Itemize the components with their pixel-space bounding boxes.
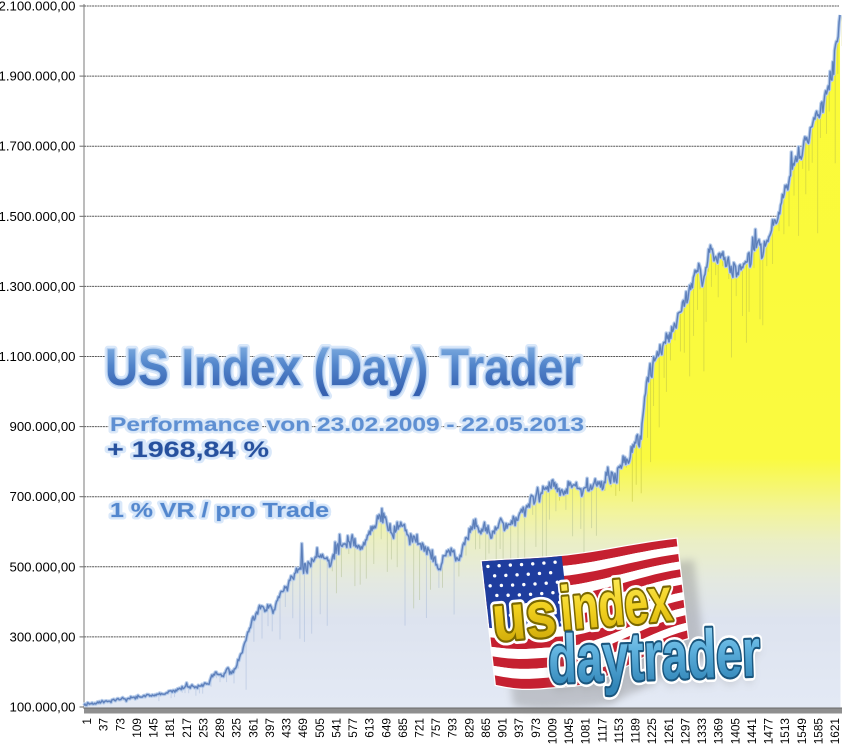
svg-text:us: us — [489, 578, 559, 655]
svg-text:1189: 1189 — [629, 718, 643, 743]
svg-text:325: 325 — [230, 718, 244, 738]
svg-text:577: 577 — [346, 718, 360, 738]
svg-text:1.100.000,00: 1.100.000,00 — [0, 349, 76, 364]
svg-text:900.000,00: 900.000,00 — [9, 419, 75, 434]
svg-text:613: 613 — [363, 718, 377, 738]
svg-text:1297: 1297 — [678, 718, 692, 744]
svg-text:1045: 1045 — [562, 718, 576, 745]
svg-text:1: 1 — [80, 718, 94, 725]
svg-text:us: us — [489, 578, 559, 655]
svg-text:1 % VR / pro Trade: 1 % VR / pro Trade — [110, 500, 329, 522]
svg-text:1.300.000,00: 1.300.000,00 — [0, 279, 76, 294]
svg-text:US Index (Day) Trader: US Index (Day) Trader — [105, 339, 581, 397]
svg-text:145: 145 — [147, 718, 161, 738]
svg-text:685: 685 — [396, 718, 410, 738]
svg-text:1117: 1117 — [595, 718, 609, 743]
svg-text:+ 1968,84 %: + 1968,84 % — [107, 437, 269, 462]
svg-text:1.500.000,00: 1.500.000,00 — [0, 209, 76, 224]
svg-text:index: index — [557, 565, 675, 644]
svg-text:daytrader: daytrader — [547, 621, 762, 704]
svg-text:1081: 1081 — [579, 718, 593, 744]
svg-text:Performance von 23.02.2009 -: Performance von 23.02.2009 - 22.05.2013 — [110, 414, 584, 436]
svg-text:1153: 1153 — [612, 718, 626, 744]
svg-text:1441: 1441 — [745, 718, 759, 744]
svg-text:1225: 1225 — [645, 718, 659, 745]
svg-text:793: 793 — [446, 718, 460, 738]
svg-text:469: 469 — [296, 718, 310, 738]
svg-text:757: 757 — [429, 718, 443, 738]
svg-text:649: 649 — [379, 718, 393, 738]
svg-text:1513: 1513 — [778, 718, 792, 745]
svg-text:361: 361 — [246, 718, 260, 738]
svg-text:1405: 1405 — [728, 718, 742, 745]
svg-text:1.700.000,00: 1.700.000,00 — [0, 139, 76, 154]
svg-text:1369: 1369 — [712, 718, 726, 744]
svg-text:1621: 1621 — [828, 718, 842, 744]
svg-text:daytrader: daytrader — [547, 615, 762, 698]
svg-text:2.100.000,00: 2.100.000,00 — [0, 0, 76, 14]
svg-text:500.000,00: 500.000,00 — [9, 559, 75, 574]
svg-text:100.000,00: 100.000,00 — [9, 700, 75, 715]
svg-text:1477: 1477 — [762, 718, 776, 744]
svg-text:1549: 1549 — [795, 718, 809, 744]
svg-text:1009: 1009 — [546, 718, 560, 744]
svg-text:433: 433 — [280, 718, 294, 738]
svg-text:1 % VR / pro Trade: 1 % VR / pro Trade — [110, 500, 329, 522]
svg-text:700.000,00: 700.000,00 — [9, 489, 75, 504]
svg-text:1.900.000,00: 1.900.000,00 — [0, 69, 76, 84]
svg-text:73: 73 — [113, 718, 127, 732]
svg-text:1261: 1261 — [662, 718, 676, 744]
svg-text:US Index (Day) Trader: US Index (Day) Trader — [105, 339, 581, 397]
svg-text:300.000,00: 300.000,00 — [9, 629, 75, 644]
svg-text:901: 901 — [496, 718, 510, 738]
svg-text:289: 289 — [213, 718, 227, 738]
svg-text:397: 397 — [263, 718, 277, 738]
svg-text:index: index — [557, 565, 675, 644]
svg-text:973: 973 — [529, 718, 543, 738]
svg-text:37: 37 — [97, 718, 111, 731]
svg-text:937: 937 — [512, 718, 526, 738]
svg-text:1333: 1333 — [695, 718, 709, 745]
svg-text:505: 505 — [313, 718, 327, 738]
svg-text:721: 721 — [413, 718, 427, 738]
svg-text:daytrader: daytrader — [547, 615, 762, 698]
svg-text:829: 829 — [462, 718, 476, 738]
svg-text:109: 109 — [130, 718, 144, 738]
svg-text:253: 253 — [196, 718, 210, 738]
svg-text:181: 181 — [163, 718, 177, 738]
svg-text:217: 217 — [180, 718, 194, 738]
svg-text:Performance von 23.02.2009 -: Performance von 23.02.2009 - 22.05.2013 — [110, 414, 584, 436]
svg-text:541: 541 — [329, 718, 343, 738]
svg-text:+ 1968,84 %: + 1968,84 % — [107, 437, 269, 462]
svg-text:1585: 1585 — [811, 718, 825, 745]
svg-text:865: 865 — [479, 718, 493, 738]
